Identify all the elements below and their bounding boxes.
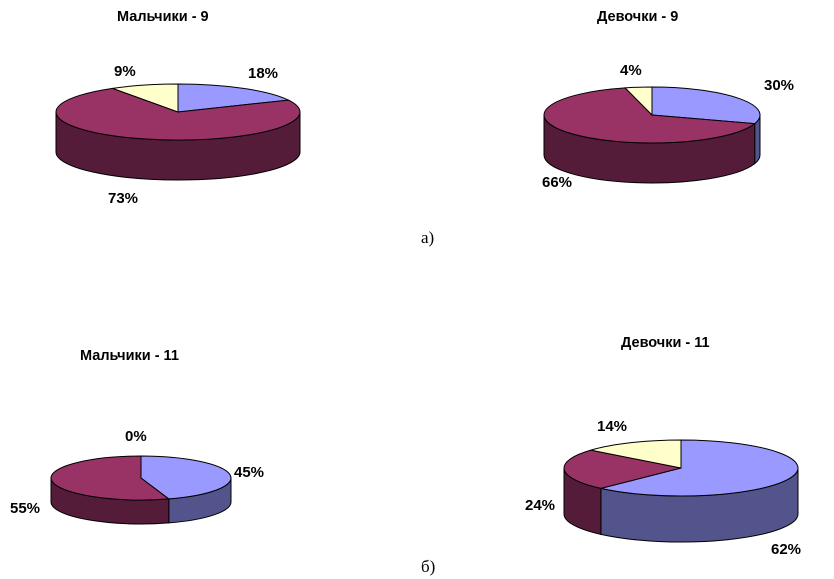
pie-tops (543, 86, 761, 144)
pie-slice-1 (563, 449, 682, 489)
pie-tops (563, 439, 799, 497)
chart-title: Мальчики - 9 (117, 9, 209, 25)
pie-slice-0 (600, 439, 799, 497)
pie-slice-1 (543, 87, 757, 144)
pie-slice-1 (55, 87, 301, 141)
pie-slice-0 (651, 86, 761, 125)
pie-slice-label: 66% (542, 174, 573, 191)
pie-slice-label: 9% (114, 63, 136, 80)
pie-slice-0 (177, 83, 291, 113)
pie-slice-2 (590, 439, 682, 469)
pie-slice-2 (112, 83, 179, 113)
chart-title: Мальчики - 11 (80, 348, 179, 364)
pie-slice-label: 73% (108, 190, 139, 207)
pie-slice-label: 62% (771, 541, 802, 558)
pie-slice-label: 4% (620, 62, 642, 79)
caption-bottom: б) (421, 557, 436, 576)
pie-slice-label: 24% (525, 497, 556, 514)
pie-slice-2 (624, 86, 653, 117)
pie-slice-1 (50, 455, 171, 501)
pie-tops (55, 83, 301, 141)
caption-top: а) (421, 228, 435, 247)
pie-slice-label: 55% (10, 500, 41, 517)
pie-slice-0 (140, 455, 232, 500)
pie-slice-label: 45% (234, 464, 265, 481)
pie-slice-label: 0% (125, 428, 147, 445)
pie-slice-label: 14% (597, 418, 628, 435)
pie-slice-label: 18% (248, 65, 279, 82)
pie-tops (50, 455, 232, 501)
pie-slice-label: 30% (764, 77, 795, 94)
chart-title: Девочки - 11 (621, 335, 710, 351)
chart-title: Девочки - 9 (597, 9, 679, 25)
